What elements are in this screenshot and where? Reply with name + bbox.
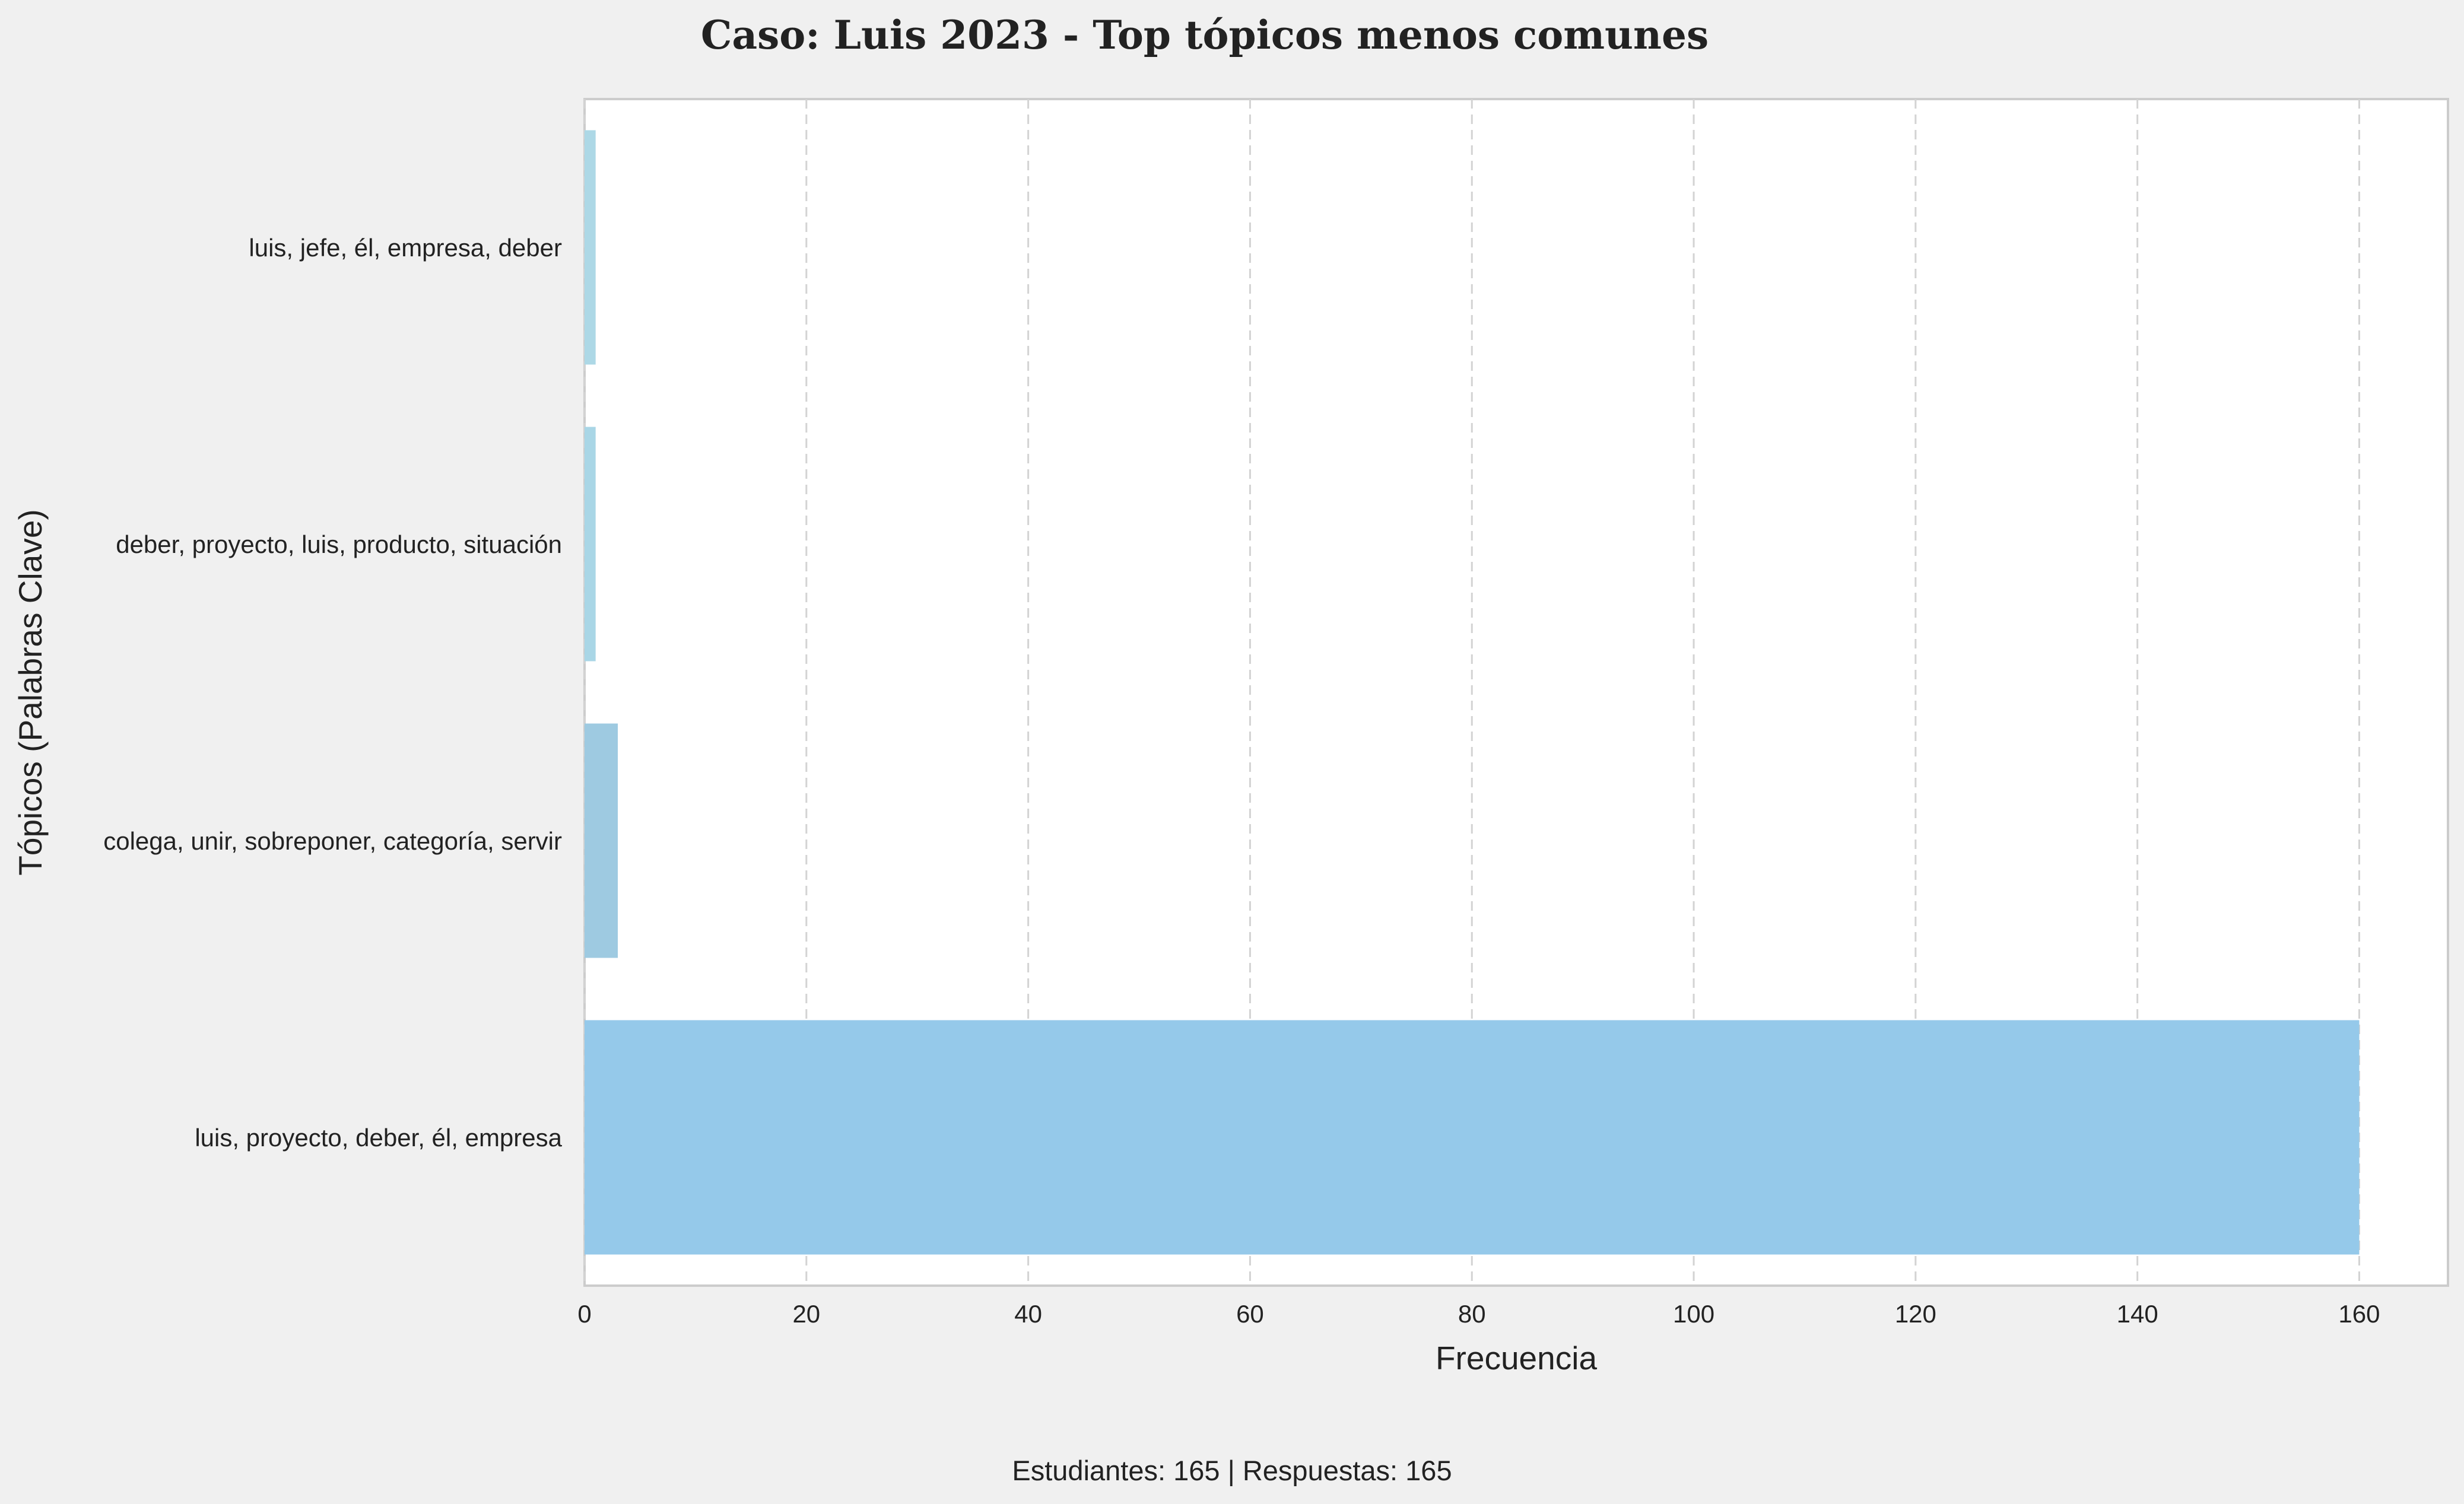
y-tick-labels: luis, jefe, él, empresa, deber deber, pro… (103, 234, 562, 1152)
bar (585, 427, 596, 662)
bar (585, 723, 618, 958)
x-tick-label: 40 (1014, 1300, 1042, 1328)
x-tick-label: 20 (792, 1300, 820, 1328)
x-tick-label: 0 (577, 1300, 591, 1328)
bar (585, 130, 596, 365)
x-tick-label: 120 (1895, 1300, 1936, 1328)
y-tick-label: luis, jefe, él, empresa, deber (249, 234, 562, 262)
chart-title: Caso: Luis 2023 - Top tópicos menos comu… (701, 12, 1709, 58)
y-tick-label: deber, proyecto, luis, producto, situaci… (116, 530, 562, 558)
footer-stats: Estudiantes: 165 | Respuestas: 165 (1012, 1455, 1452, 1486)
y-tick-label: colega, unir, sobreponer, categoría, ser… (103, 827, 562, 855)
bars (585, 130, 2360, 1255)
x-tick-label: 60 (1236, 1300, 1264, 1328)
x-tick-label: 140 (2117, 1300, 2158, 1328)
x-tick-label: 100 (1673, 1300, 1714, 1328)
x-tick-label: 160 (2338, 1300, 2380, 1328)
x-tick-label: 80 (1458, 1300, 1486, 1328)
y-tick-label: luis, proyecto, deber, él, empresa (195, 1124, 562, 1152)
y-axis-label: Tópicos (Palabras Clave) (12, 509, 49, 875)
bar (585, 1020, 2360, 1255)
x-axis-label: Frecuencia (1436, 1340, 1597, 1376)
x-tick-labels: 0 20 40 60 80 100 120 140 160 (577, 1300, 2380, 1328)
